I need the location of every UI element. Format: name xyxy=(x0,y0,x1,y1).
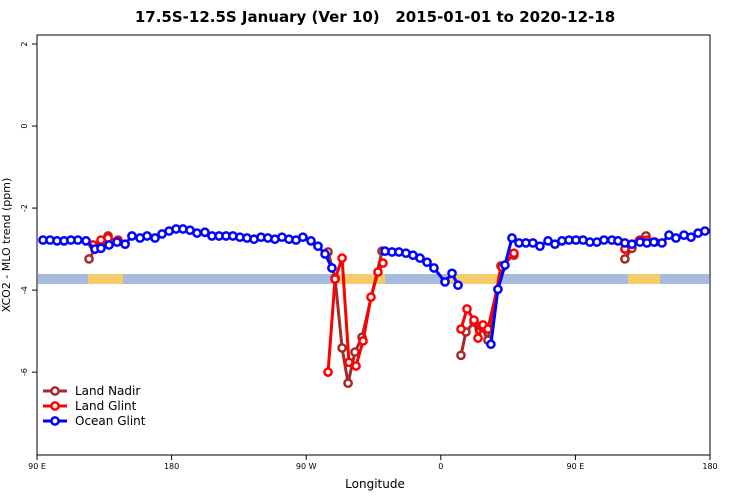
plot-frame xyxy=(36,34,711,456)
x-tick-label: 90 E xyxy=(28,462,46,471)
y-axis-label: XCO2 - MLO trend (ppm) xyxy=(0,178,13,313)
data-point xyxy=(343,378,353,389)
data-point xyxy=(192,228,202,238)
data-point xyxy=(627,239,637,250)
data-point xyxy=(700,226,710,236)
data-point xyxy=(657,238,667,248)
x-axis-label: Longitude xyxy=(345,477,405,491)
data-point xyxy=(456,350,466,361)
data-point xyxy=(337,343,347,353)
data-point xyxy=(535,241,545,252)
legend-marker xyxy=(50,386,60,396)
data-point xyxy=(447,268,457,279)
data-point xyxy=(200,227,210,238)
legend-marker xyxy=(50,401,60,411)
data-point xyxy=(486,339,496,350)
data-point xyxy=(112,237,122,247)
land-band xyxy=(628,274,660,284)
data-point xyxy=(84,254,94,264)
data-point xyxy=(671,233,681,243)
x-tick-label: 90 E xyxy=(567,462,585,471)
legend-label: Ocean Glint xyxy=(75,414,146,428)
chart-title: 17.5S-12.5S January (Ver 10) 2015-01-01 … xyxy=(135,8,615,26)
data-point xyxy=(473,333,483,343)
data-point xyxy=(73,235,83,245)
surface-band xyxy=(38,274,709,284)
data-point xyxy=(327,263,337,273)
data-point xyxy=(104,240,114,250)
data-point xyxy=(469,315,479,325)
y-tick-label: 2 xyxy=(20,41,29,46)
data-point xyxy=(127,231,137,241)
data-point xyxy=(378,258,388,268)
data-point xyxy=(120,239,130,250)
y-tick-label: -4 xyxy=(20,286,29,294)
data-point xyxy=(142,231,152,241)
data-point xyxy=(344,357,354,368)
data-point xyxy=(313,241,323,252)
data-point xyxy=(422,257,432,268)
data-point xyxy=(358,336,368,346)
y-tick-label: -2 xyxy=(20,204,29,212)
land-band xyxy=(88,274,123,284)
data-point xyxy=(351,361,361,371)
data-point xyxy=(453,280,463,291)
data-point xyxy=(686,232,696,243)
data-point xyxy=(500,260,510,270)
data-point xyxy=(649,237,659,247)
data-point xyxy=(306,236,316,246)
data-point xyxy=(323,367,333,377)
x-tick-label: 0 xyxy=(438,462,443,471)
legend-label: Land Glint xyxy=(75,399,137,413)
data-point xyxy=(483,324,493,334)
x-tick-label: 180 xyxy=(702,462,717,471)
y-tick-label: 0 xyxy=(20,124,29,129)
data-point xyxy=(462,304,472,314)
data-point xyxy=(337,253,347,263)
legend-label: Land Nadir xyxy=(75,384,140,398)
data-point xyxy=(350,347,360,357)
data-point xyxy=(96,243,106,254)
data-point xyxy=(620,254,630,264)
data-point xyxy=(440,277,450,287)
land-band xyxy=(447,274,502,284)
data-point xyxy=(320,249,330,259)
data-point xyxy=(366,292,376,302)
x-tick-label: 90 W xyxy=(296,462,317,471)
data-point xyxy=(599,235,609,245)
legend-marker xyxy=(50,416,60,426)
data-point xyxy=(429,263,439,273)
y-tick-label: -6 xyxy=(20,368,29,376)
data-point xyxy=(373,267,383,277)
data-point xyxy=(493,284,503,295)
data-point xyxy=(456,324,466,334)
data-point xyxy=(298,232,308,243)
x-tick-label: 180 xyxy=(164,462,179,471)
data-point xyxy=(330,274,340,284)
data-point xyxy=(81,236,91,246)
data-point xyxy=(509,248,519,259)
data-point xyxy=(415,253,425,263)
data-point xyxy=(507,233,517,243)
land-band xyxy=(333,274,385,284)
data-point xyxy=(150,233,160,243)
